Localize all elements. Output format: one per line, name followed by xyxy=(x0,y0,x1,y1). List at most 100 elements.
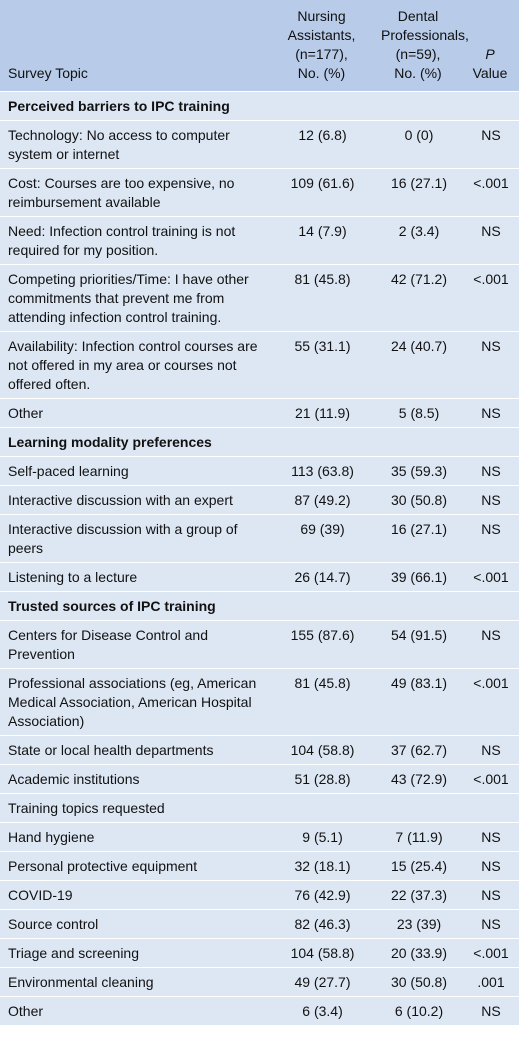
cell: 104 (58.8) xyxy=(268,938,375,968)
table-row: Other 6 (3.4) 6 (10.2) NS xyxy=(0,996,519,1025)
cell: 55 (31.1) xyxy=(268,331,375,399)
table-row: Self-paced learning 113 (63.8) 35 (59.3) NS xyxy=(0,456,519,486)
row-label: Self-paced learning xyxy=(0,456,268,486)
table-row: Cost: Courses are too expensive, no reim… xyxy=(0,168,519,217)
cell: 24 (40.7) xyxy=(375,331,461,399)
table-row: Trusted sources of IPC training xyxy=(0,591,519,621)
cell: .001 xyxy=(461,967,519,997)
section-header: Perceived barriers to IPC training xyxy=(0,91,519,121)
cell: 43 (72.9) xyxy=(375,764,461,794)
cell: 15 (25.4) xyxy=(375,851,461,881)
row-label: Interactive discussion with a group of p… xyxy=(0,514,268,563)
cell: 16 (27.1) xyxy=(375,514,461,563)
header-text: No. (%) xyxy=(297,65,346,81)
table-row: Interactive discussion with an expert 87 … xyxy=(0,485,519,515)
row-label: COVID-19 xyxy=(0,880,268,910)
cell: 21 (11.9) xyxy=(268,398,375,428)
cell: 104 (58.8) xyxy=(268,735,375,765)
header-text: P xyxy=(485,46,495,62)
table-row: Interactive discussion with a group of p… xyxy=(0,514,519,563)
survey-table: Survey Topic Nursing Assistants, (n=177), No… xyxy=(0,0,519,1025)
table-row: Perceived barriers to IPC training xyxy=(0,91,519,121)
cell: 54 (91.5) xyxy=(375,620,461,669)
cell: 37 (62.7) xyxy=(375,735,461,765)
table-row: Hand hygiene 9 (5.1) 7 (11.9) NS xyxy=(0,822,519,852)
row-label: Listening to a lecture xyxy=(0,562,268,592)
cell: 39 (66.1) xyxy=(375,562,461,592)
header-text: No. (%) xyxy=(394,65,442,81)
row-label: Professional associations (eg, American … xyxy=(0,668,268,736)
row-label: Availability: Infection control courses … xyxy=(0,331,268,399)
cell: 30 (50.8) xyxy=(375,967,461,997)
cell: NS xyxy=(461,735,519,765)
cell: 0 (0) xyxy=(375,120,461,169)
cell: 113 (63.8) xyxy=(268,456,375,486)
cell: 35 (59.3) xyxy=(375,456,461,486)
row-label: Training topics requested xyxy=(0,793,519,823)
table-body: Perceived barriers to IPC training Techno… xyxy=(0,91,519,1025)
row-label: Technology: No access to computer system… xyxy=(0,120,268,169)
cell: <.001 xyxy=(461,938,519,968)
cell: NS xyxy=(461,880,519,910)
cell: <.001 xyxy=(461,764,519,794)
cell: 87 (49.2) xyxy=(268,485,375,515)
cell: 16 (27.1) xyxy=(375,168,461,217)
row-label: Environmental cleaning xyxy=(0,967,268,997)
header-cell: Survey Topic xyxy=(0,0,268,92)
header-text: Survey Topic xyxy=(8,65,88,81)
header-text: Professionals, xyxy=(381,27,469,43)
cell: 51 (28.8) xyxy=(268,764,375,794)
row-label: Source control xyxy=(0,909,268,939)
row-label: Need: Infection control training is not … xyxy=(0,216,268,265)
cell: 76 (42.9) xyxy=(268,880,375,910)
cell: <.001 xyxy=(461,668,519,736)
cell: 155 (87.6) xyxy=(268,620,375,669)
row-label: Interactive discussion with an expert xyxy=(0,485,268,515)
table-row: Learning modality preferences xyxy=(0,427,519,457)
row-label: Cost: Courses are too expensive, no reim… xyxy=(0,168,268,217)
table-row: COVID-19 76 (42.9) 22 (37.3) NS xyxy=(0,880,519,910)
table-row: Professional associations (eg, American … xyxy=(0,668,519,736)
cell: NS xyxy=(461,514,519,563)
table-row: Centers for Disease Control and Preventi… xyxy=(0,620,519,669)
cell: NS xyxy=(461,851,519,881)
row-label: State or local health departments xyxy=(0,735,268,765)
cell: 5 (8.5) xyxy=(375,398,461,428)
cell: 20 (33.9) xyxy=(375,938,461,968)
header-cell: P Value xyxy=(461,0,519,92)
header-row: Survey Topic Nursing Assistants, (n=177), No… xyxy=(0,0,519,92)
cell: 14 (7.9) xyxy=(268,216,375,265)
row-label: Centers for Disease Control and Preventi… xyxy=(0,620,268,669)
header-text: Assistants, xyxy=(287,27,356,43)
cell: NS xyxy=(461,456,519,486)
cell: 30 (50.8) xyxy=(375,485,461,515)
header-cell: Dental Professionals, (n=59), No. (%) xyxy=(375,0,469,92)
cell: NS xyxy=(461,822,519,852)
cell: NS xyxy=(461,485,519,515)
cell: 81 (45.8) xyxy=(268,668,375,736)
header-text: (n=177), xyxy=(295,46,348,62)
cell: 12 (6.8) xyxy=(268,120,375,169)
cell: NS xyxy=(461,216,519,265)
header-text: Nursing xyxy=(297,8,346,24)
cell: <.001 xyxy=(461,562,519,592)
cell: 49 (27.7) xyxy=(268,967,375,997)
header-cell: Nursing Assistants, (n=177), No. (%) xyxy=(268,0,375,92)
cell: NS xyxy=(461,120,519,169)
row-label: Competing priorities/Time: I have other … xyxy=(0,264,268,332)
cell: 42 (71.2) xyxy=(375,264,461,332)
table-row: Availability: Infection control courses … xyxy=(0,331,519,399)
cell: 6 (10.2) xyxy=(375,996,461,1025)
header-text: (n=59), xyxy=(395,46,441,62)
table-row: Source control 82 (46.3) 23 (39) NS xyxy=(0,909,519,939)
cell: 23 (39) xyxy=(375,909,461,939)
cell: <.001 xyxy=(461,264,519,332)
cell: NS xyxy=(461,620,519,669)
cell: 7 (11.9) xyxy=(375,822,461,852)
table-row: Academic institutions 51 (28.8) 43 (72.9) <… xyxy=(0,764,519,794)
cell: NS xyxy=(461,331,519,399)
cell: 32 (18.1) xyxy=(268,851,375,881)
header-text: Value xyxy=(472,65,508,81)
table-row: Training topics requested xyxy=(0,793,519,823)
cell: 69 (39) xyxy=(268,514,375,563)
